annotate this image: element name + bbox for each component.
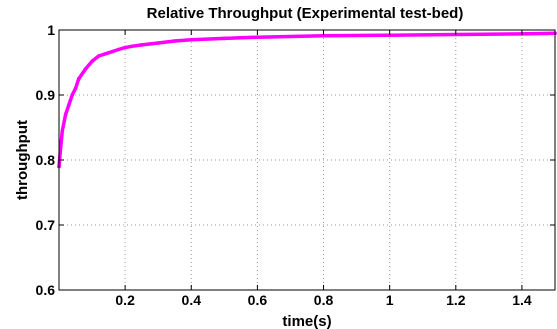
grid [59,30,555,290]
data-point [73,86,78,91]
data-point [321,34,326,38]
data-point [63,112,68,117]
data-point [387,33,392,37]
data-point [60,129,65,133]
data-point [77,76,81,81]
data-point [96,54,101,58]
x-tick-label: 0.2 [115,292,135,308]
x-tick-label: 1.2 [446,292,466,308]
data-point [67,103,71,107]
y-axis-label: throughput [14,120,31,200]
data-point [58,145,63,149]
chart-title: Relative Throughput (Experimental test-b… [147,5,464,22]
x-tick-label: 1 [386,292,394,308]
ticks [59,29,555,291]
data-point [116,47,121,52]
y-tick-label: 0.7 [36,217,56,233]
data-point [83,67,88,71]
y-tick-label: 0.6 [36,282,56,298]
data-point [222,36,227,41]
x-axis-label: time(s) [282,313,331,329]
x-tick-label: 1.4 [512,292,532,308]
x-tick-labels: 0.2 0.4 0.6 0.8 1 1.2 1.4 [115,292,531,308]
data-point [90,59,94,63]
x-tick-label: 0.6 [248,292,268,308]
y-tick-labels: 0.6 0.7 0.8 0.9 1 [36,22,56,298]
y-tick-label: 0.9 [36,87,56,103]
series-layer [57,31,557,169]
series-line [57,31,557,169]
x-tick-label: 0.8 [314,292,334,308]
data-point [123,45,127,50]
data-point [189,38,194,42]
data-point [106,51,111,55]
data-point [139,43,144,47]
y-tick-label: 0.8 [36,152,56,168]
data-point [70,93,74,97]
data-point [129,44,134,49]
data-point [255,35,260,39]
y-tick-label: 1 [47,22,55,38]
data-point [156,41,160,45]
data-point [172,39,177,43]
x-tick-label: 0.4 [182,292,202,308]
